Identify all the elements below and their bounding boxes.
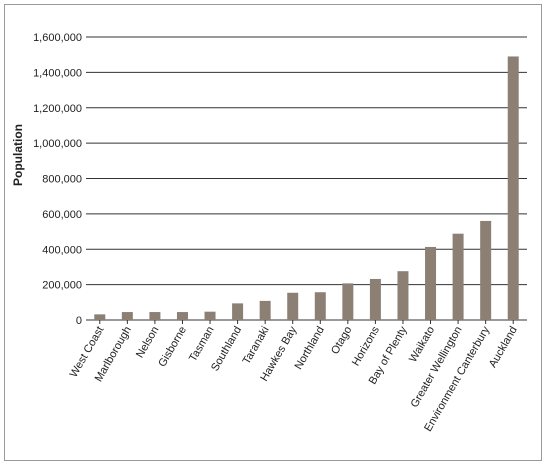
x-tick-label: Nelson bbox=[134, 325, 162, 361]
y-tick-label: 800,000 bbox=[42, 174, 82, 186]
bar bbox=[121, 312, 133, 320]
bar bbox=[369, 278, 381, 320]
y-tick-label: 1,600,000 bbox=[33, 32, 82, 44]
x-tick-label: Waikato bbox=[407, 325, 437, 365]
y-tick-label: 600,000 bbox=[42, 209, 82, 221]
y-tick-label: 400,000 bbox=[42, 244, 82, 256]
x-tick-label: Tasman bbox=[187, 325, 217, 364]
y-axis-label: Population bbox=[11, 124, 25, 186]
bar bbox=[314, 292, 326, 320]
y-tick-label: 1,000,000 bbox=[33, 138, 82, 150]
x-tick-label: Taranaki bbox=[241, 325, 272, 367]
bar bbox=[397, 271, 409, 320]
bar bbox=[204, 311, 216, 320]
bar bbox=[149, 312, 161, 320]
bar bbox=[287, 292, 299, 320]
bar bbox=[425, 246, 437, 320]
x-tick-label: Otago bbox=[329, 325, 354, 357]
y-tick-label: 1,200,000 bbox=[33, 103, 82, 115]
bar bbox=[94, 314, 106, 320]
y-tick-label: 200,000 bbox=[42, 280, 82, 292]
bar bbox=[480, 220, 492, 320]
bar bbox=[452, 233, 464, 320]
y-tick-label: 1,400,000 bbox=[33, 67, 82, 79]
chart-frame bbox=[4, 4, 542, 461]
bar bbox=[342, 283, 354, 320]
x-tick-label: Gisborne bbox=[156, 325, 189, 370]
bar bbox=[176, 312, 188, 320]
bar bbox=[259, 300, 271, 320]
bar bbox=[507, 56, 519, 321]
y-tick-label: 0 bbox=[76, 315, 82, 327]
bar bbox=[232, 303, 244, 320]
